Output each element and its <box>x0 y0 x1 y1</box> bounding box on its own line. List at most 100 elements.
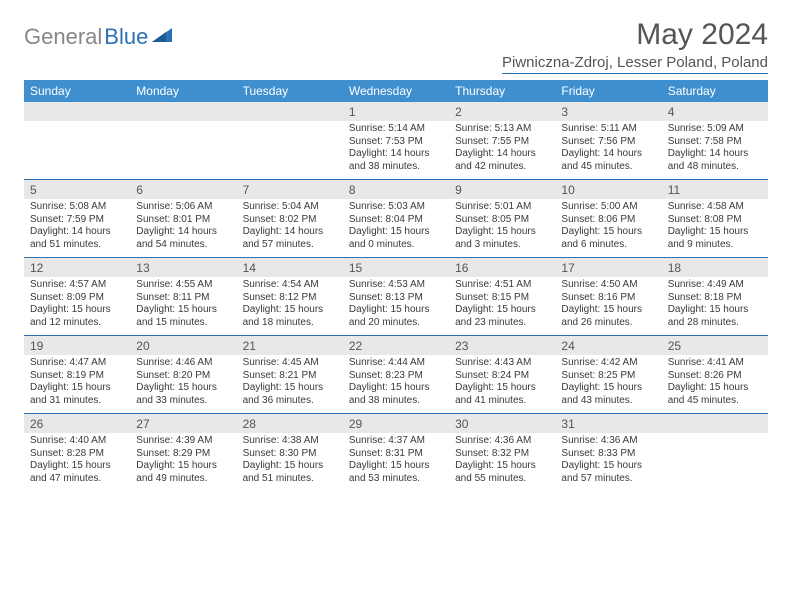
day-number: 29 <box>343 414 449 433</box>
day-body: Sunrise: 5:03 AMSunset: 8:04 PMDaylight:… <box>343 199 449 257</box>
logo-text-gray: General <box>24 24 102 50</box>
day-body: Sunrise: 4:53 AMSunset: 8:13 PMDaylight:… <box>343 277 449 335</box>
day-number-strip: 22 <box>343 336 449 355</box>
day-body: Sunrise: 4:45 AMSunset: 8:21 PMDaylight:… <box>237 355 343 413</box>
day-number-strip: 15 <box>343 258 449 277</box>
logo-triangle-icon <box>152 26 174 49</box>
page-header: GeneralBlue May 2024 Piwniczna-Zdroj, Le… <box>24 18 768 74</box>
day-body: Sunrise: 4:41 AMSunset: 8:26 PMDaylight:… <box>662 355 768 413</box>
day-number: 13 <box>130 258 236 277</box>
day-number-strip: 9 <box>449 180 555 199</box>
day-number-strip: 1 <box>343 102 449 121</box>
day-number-strip: . <box>662 414 768 433</box>
day-body: Sunrise: 4:36 AMSunset: 8:33 PMDaylight:… <box>555 433 661 491</box>
day-number: 5 <box>24 180 130 199</box>
day-number: 14 <box>237 258 343 277</box>
day-body: Sunrise: 4:49 AMSunset: 8:18 PMDaylight:… <box>662 277 768 335</box>
calendar-cell: 14Sunrise: 4:54 AMSunset: 8:12 PMDayligh… <box>237 258 343 335</box>
day-number-strip: 19 <box>24 336 130 355</box>
day-number-strip: 14 <box>237 258 343 277</box>
day-number-strip: 2 <box>449 102 555 121</box>
day-number-strip: 26 <box>24 414 130 433</box>
day-number-strip: 28 <box>237 414 343 433</box>
day-number-strip: 12 <box>24 258 130 277</box>
calendar-cell: 23Sunrise: 4:43 AMSunset: 8:24 PMDayligh… <box>449 336 555 413</box>
day-number: 27 <box>130 414 236 433</box>
day-number-strip: 5 <box>24 180 130 199</box>
day-body: Sunrise: 4:51 AMSunset: 8:15 PMDaylight:… <box>449 277 555 335</box>
calendar-cell: 1Sunrise: 5:14 AMSunset: 7:53 PMDaylight… <box>343 102 449 179</box>
calendar-cell: 22Sunrise: 4:44 AMSunset: 8:23 PMDayligh… <box>343 336 449 413</box>
day-number-strip: 11 <box>662 180 768 199</box>
day-number: 8 <box>343 180 449 199</box>
day-body: Sunrise: 5:00 AMSunset: 8:06 PMDaylight:… <box>555 199 661 257</box>
day-number-strip: 27 <box>130 414 236 433</box>
calendar-cell: . <box>237 102 343 179</box>
day-number: 16 <box>449 258 555 277</box>
day-number-strip: 16 <box>449 258 555 277</box>
day-header: Tuesday <box>237 80 343 102</box>
day-number: 10 <box>555 180 661 199</box>
day-number-strip: 21 <box>237 336 343 355</box>
month-title: May 2024 <box>502 18 768 52</box>
day-body: Sunrise: 4:37 AMSunset: 8:31 PMDaylight:… <box>343 433 449 491</box>
day-body: Sunrise: 4:39 AMSunset: 8:29 PMDaylight:… <box>130 433 236 491</box>
calendar-cell: 29Sunrise: 4:37 AMSunset: 8:31 PMDayligh… <box>343 414 449 491</box>
day-number: 9 <box>449 180 555 199</box>
day-number-strip: 29 <box>343 414 449 433</box>
day-body: Sunrise: 4:54 AMSunset: 8:12 PMDaylight:… <box>237 277 343 335</box>
calendar-cell: 27Sunrise: 4:39 AMSunset: 8:29 PMDayligh… <box>130 414 236 491</box>
day-header: Wednesday <box>343 80 449 102</box>
day-number-strip: 24 <box>555 336 661 355</box>
day-number-strip: 3 <box>555 102 661 121</box>
title-rule <box>502 73 768 74</box>
day-header: Friday <box>555 80 661 102</box>
calendar-cell: 15Sunrise: 4:53 AMSunset: 8:13 PMDayligh… <box>343 258 449 335</box>
day-number: 31 <box>555 414 661 433</box>
day-body: Sunrise: 4:36 AMSunset: 8:32 PMDaylight:… <box>449 433 555 491</box>
calendar-cell: 21Sunrise: 4:45 AMSunset: 8:21 PMDayligh… <box>237 336 343 413</box>
day-body: Sunrise: 4:38 AMSunset: 8:30 PMDaylight:… <box>237 433 343 491</box>
calendar-cell: . <box>24 102 130 179</box>
logo-text-blue: Blue <box>104 24 148 50</box>
day-number: 30 <box>449 414 555 433</box>
day-body: Sunrise: 4:46 AMSunset: 8:20 PMDaylight:… <box>130 355 236 413</box>
day-number: 4 <box>662 102 768 121</box>
day-number-strip: . <box>237 102 343 121</box>
calendar-cell: 8Sunrise: 5:03 AMSunset: 8:04 PMDaylight… <box>343 180 449 257</box>
calendar-cell: 17Sunrise: 4:50 AMSunset: 8:16 PMDayligh… <box>555 258 661 335</box>
day-number-strip: 13 <box>130 258 236 277</box>
calendar-cell: 18Sunrise: 4:49 AMSunset: 8:18 PMDayligh… <box>662 258 768 335</box>
calendar-cell: 26Sunrise: 4:40 AMSunset: 8:28 PMDayligh… <box>24 414 130 491</box>
week-row: 19Sunrise: 4:47 AMSunset: 8:19 PMDayligh… <box>24 335 768 413</box>
calendar-cell: 13Sunrise: 4:55 AMSunset: 8:11 PMDayligh… <box>130 258 236 335</box>
day-body: Sunrise: 5:13 AMSunset: 7:55 PMDaylight:… <box>449 121 555 179</box>
calendar-cell: 16Sunrise: 4:51 AMSunset: 8:15 PMDayligh… <box>449 258 555 335</box>
day-number-strip: 23 <box>449 336 555 355</box>
day-body: Sunrise: 5:14 AMSunset: 7:53 PMDaylight:… <box>343 121 449 179</box>
day-body: Sunrise: 4:40 AMSunset: 8:28 PMDaylight:… <box>24 433 130 491</box>
week-row: 26Sunrise: 4:40 AMSunset: 8:28 PMDayligh… <box>24 413 768 491</box>
location-label: Piwniczna-Zdroj, Lesser Poland, Poland <box>502 54 768 71</box>
calendar-cell: 5Sunrise: 5:08 AMSunset: 7:59 PMDaylight… <box>24 180 130 257</box>
day-header-row: SundayMondayTuesdayWednesdayThursdayFrid… <box>24 80 768 102</box>
calendar-cell: 28Sunrise: 4:38 AMSunset: 8:30 PMDayligh… <box>237 414 343 491</box>
day-number: 21 <box>237 336 343 355</box>
day-number: 7 <box>237 180 343 199</box>
calendar-cell: 3Sunrise: 5:11 AMSunset: 7:56 PMDaylight… <box>555 102 661 179</box>
day-number: 12 <box>24 258 130 277</box>
calendar-cell: 31Sunrise: 4:36 AMSunset: 8:33 PMDayligh… <box>555 414 661 491</box>
calendar-cell: 20Sunrise: 4:46 AMSunset: 8:20 PMDayligh… <box>130 336 236 413</box>
week-row: 5Sunrise: 5:08 AMSunset: 7:59 PMDaylight… <box>24 179 768 257</box>
day-number: 1 <box>343 102 449 121</box>
day-body: Sunrise: 4:55 AMSunset: 8:11 PMDaylight:… <box>130 277 236 335</box>
day-body: Sunrise: 4:50 AMSunset: 8:16 PMDaylight:… <box>555 277 661 335</box>
day-number: 20 <box>130 336 236 355</box>
day-number-strip: 30 <box>449 414 555 433</box>
day-number: 18 <box>662 258 768 277</box>
day-body: Sunrise: 4:57 AMSunset: 8:09 PMDaylight:… <box>24 277 130 335</box>
calendar-cell: 24Sunrise: 4:42 AMSunset: 8:25 PMDayligh… <box>555 336 661 413</box>
day-body: Sunrise: 4:58 AMSunset: 8:08 PMDaylight:… <box>662 199 768 257</box>
day-number: 6 <box>130 180 236 199</box>
day-body: Sunrise: 5:01 AMSunset: 8:05 PMDaylight:… <box>449 199 555 257</box>
